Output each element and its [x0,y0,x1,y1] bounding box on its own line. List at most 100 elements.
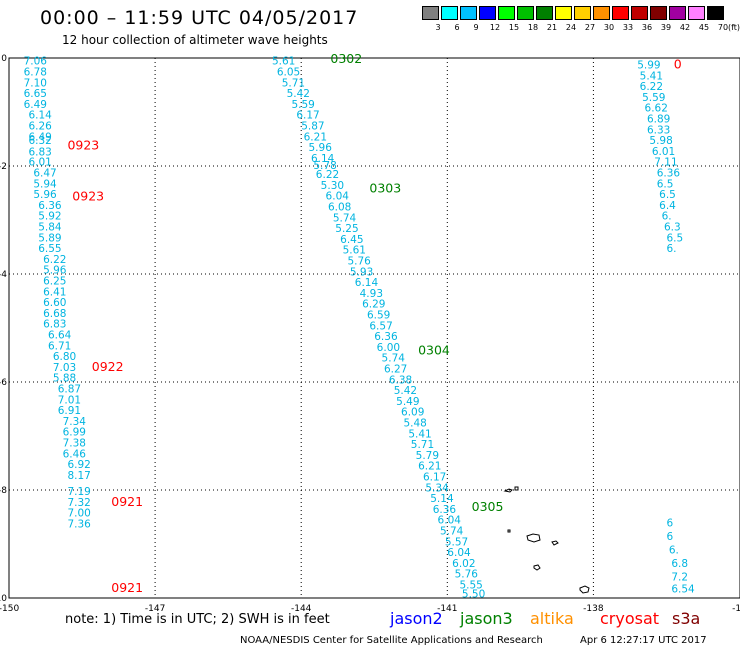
wave-height-value: 5.99 [637,59,660,71]
wave-height-value: 5.49 [396,396,419,408]
track-right: 5.995.416.225.596.626.896.335.986.017.11… [637,59,695,595]
wave-height-value: 5.48 [403,418,426,430]
x-tick-label: -141 [437,604,457,614]
wave-height-value: 5.88 [53,373,76,385]
wave-height-value: 6.68 [43,308,66,320]
legend-swatch [650,6,667,20]
island-marquesas-6 [579,585,590,594]
wave-height-value: 6.04 [438,515,462,527]
legend-unit: (ft) [728,23,740,32]
pass-time-label: 0304 [418,343,450,358]
satellite-name-cryosat: cryosat [600,609,660,628]
wave-height-value: 6.60 [43,297,66,309]
note-text: note: 1) Time is in UTC; 2) SWH is in fe… [65,612,330,627]
wave-height-value: 6.36 [433,504,457,516]
map-title: 00:00 – 11:59 UTC 04/05/2017 [40,7,359,29]
wave-height-value: 6.21 [418,461,441,473]
wave-height-value: 7.00 [67,508,90,520]
wave-height-value: 6. [662,211,672,223]
wave-height-value: 6.91 [58,405,81,417]
wave-height-value: 6.45 [340,234,363,246]
x-tick-label: -147 [145,604,165,614]
legend-label: 6 [454,23,460,32]
wave-height-value: 6.62 [645,103,668,115]
wave-height-value: 5.41 [408,428,431,440]
island-marquesas-5 [533,564,541,571]
wave-height-value: 6.41 [43,286,66,298]
legend-swatch [707,6,724,20]
wave-height-value: 6.36 [374,331,398,343]
wave-height-value: 6.26 [28,121,52,133]
wave-height-value: 5.42 [394,385,417,397]
wave-height-value: 5.98 [649,135,672,147]
legend-swatch [669,6,686,20]
wave-height-value: 6.14 [355,277,379,289]
wave-height-value: 5.42 [287,88,310,100]
wave-height-value: 5.96 [33,189,57,201]
wave-height-value: 6.05 [277,67,300,79]
wave-height-value: 7.38 [63,437,86,449]
wave-height-value: 6.14 [28,110,52,122]
wave-height-value: 7.32 [67,497,90,509]
wave-height-value: 6.3 [664,221,681,233]
legend-label: 70 [717,23,729,32]
wave-height-value: 6.36 [38,200,62,212]
wave-height-value: 7.10 [24,77,47,89]
wave-height-value: 5.87 [301,121,324,133]
wave-height-value: 6.64 [48,329,72,341]
wave-height-value: 5.57 [445,536,468,548]
wave-height-value: 6.8 [671,558,688,570]
generated-timestamp: Apr 6 12:27:17 UTC 2017 [580,635,707,646]
legend-label: 9 [473,23,479,32]
legend-swatch [536,6,553,20]
wave-height-value: 5.93 [350,266,373,278]
wave-height-value: 6.25 [43,275,66,287]
legend-label: 12 [489,23,501,32]
wave-height-value: 6.57 [369,320,392,332]
wave-height-value: 5.84 [38,221,62,233]
wave-height-value: 6.49 [24,99,47,111]
satellite-name-s3a: s3a [672,609,701,628]
map-subtitle: 12 hour collection of altimeter wave hei… [62,33,328,47]
wave-height-value: 5.14 [430,493,454,505]
wave-height-value: 7.03 [53,362,76,374]
wave-height-value: 5.71 [282,77,305,89]
wave-height-value: 5.59 [642,92,665,104]
legend-label: 15 [508,23,520,32]
wave-height-value: 5.78 [313,160,336,172]
wave-height-value: 6.89 [647,113,670,125]
legend-swatch [498,6,515,20]
pass-time-label: 0 [674,56,682,71]
wave-height-value: 6.00 [377,342,400,354]
wave-height-value: 5.41 [640,70,663,82]
satellite-tracks: 7.066.787.106.656.496.146.266.496.326.83… [24,56,695,601]
wave-height-value: 6.17 [296,110,319,122]
legend-label: 24 [565,23,577,32]
wave-height-value: 6.71 [48,340,71,352]
wave-height-value: 5.76 [455,569,479,581]
legend-label: 21 [546,23,558,32]
pass-time-label: 0921 [111,580,143,595]
legend-label: 18 [527,23,539,32]
wave-height-value: 6.83 [28,146,51,158]
wave-height-value: 6.27 [384,364,407,376]
wave-height-value: 6.01 [652,146,675,158]
wave-height-value: 6.02 [452,558,475,570]
wave-height-value: 6.04 [447,547,471,559]
wave-height-value: 5.50 [462,589,485,601]
wave-height-value: 5.76 [347,256,371,268]
legend-swatch [631,6,648,20]
satellite-name-jason2: jason2 [390,609,443,628]
wave-height-value: 6.59 [367,310,390,322]
legend-label: 30 [603,23,615,32]
legend-label: 42 [679,23,691,32]
legend-swatch [612,6,629,20]
wave-height-value: 6.5 [666,232,683,244]
wave-height-value: 6.29 [362,299,385,311]
island-marquesas-1 [503,488,513,493]
wave-height-value: 6. [669,544,679,556]
wave-height-value: 5.79 [416,450,439,462]
pass-time-label: 0305 [472,499,504,514]
wave-height-value: 6.09 [401,407,424,419]
wave-height-value: 5.59 [291,99,314,111]
